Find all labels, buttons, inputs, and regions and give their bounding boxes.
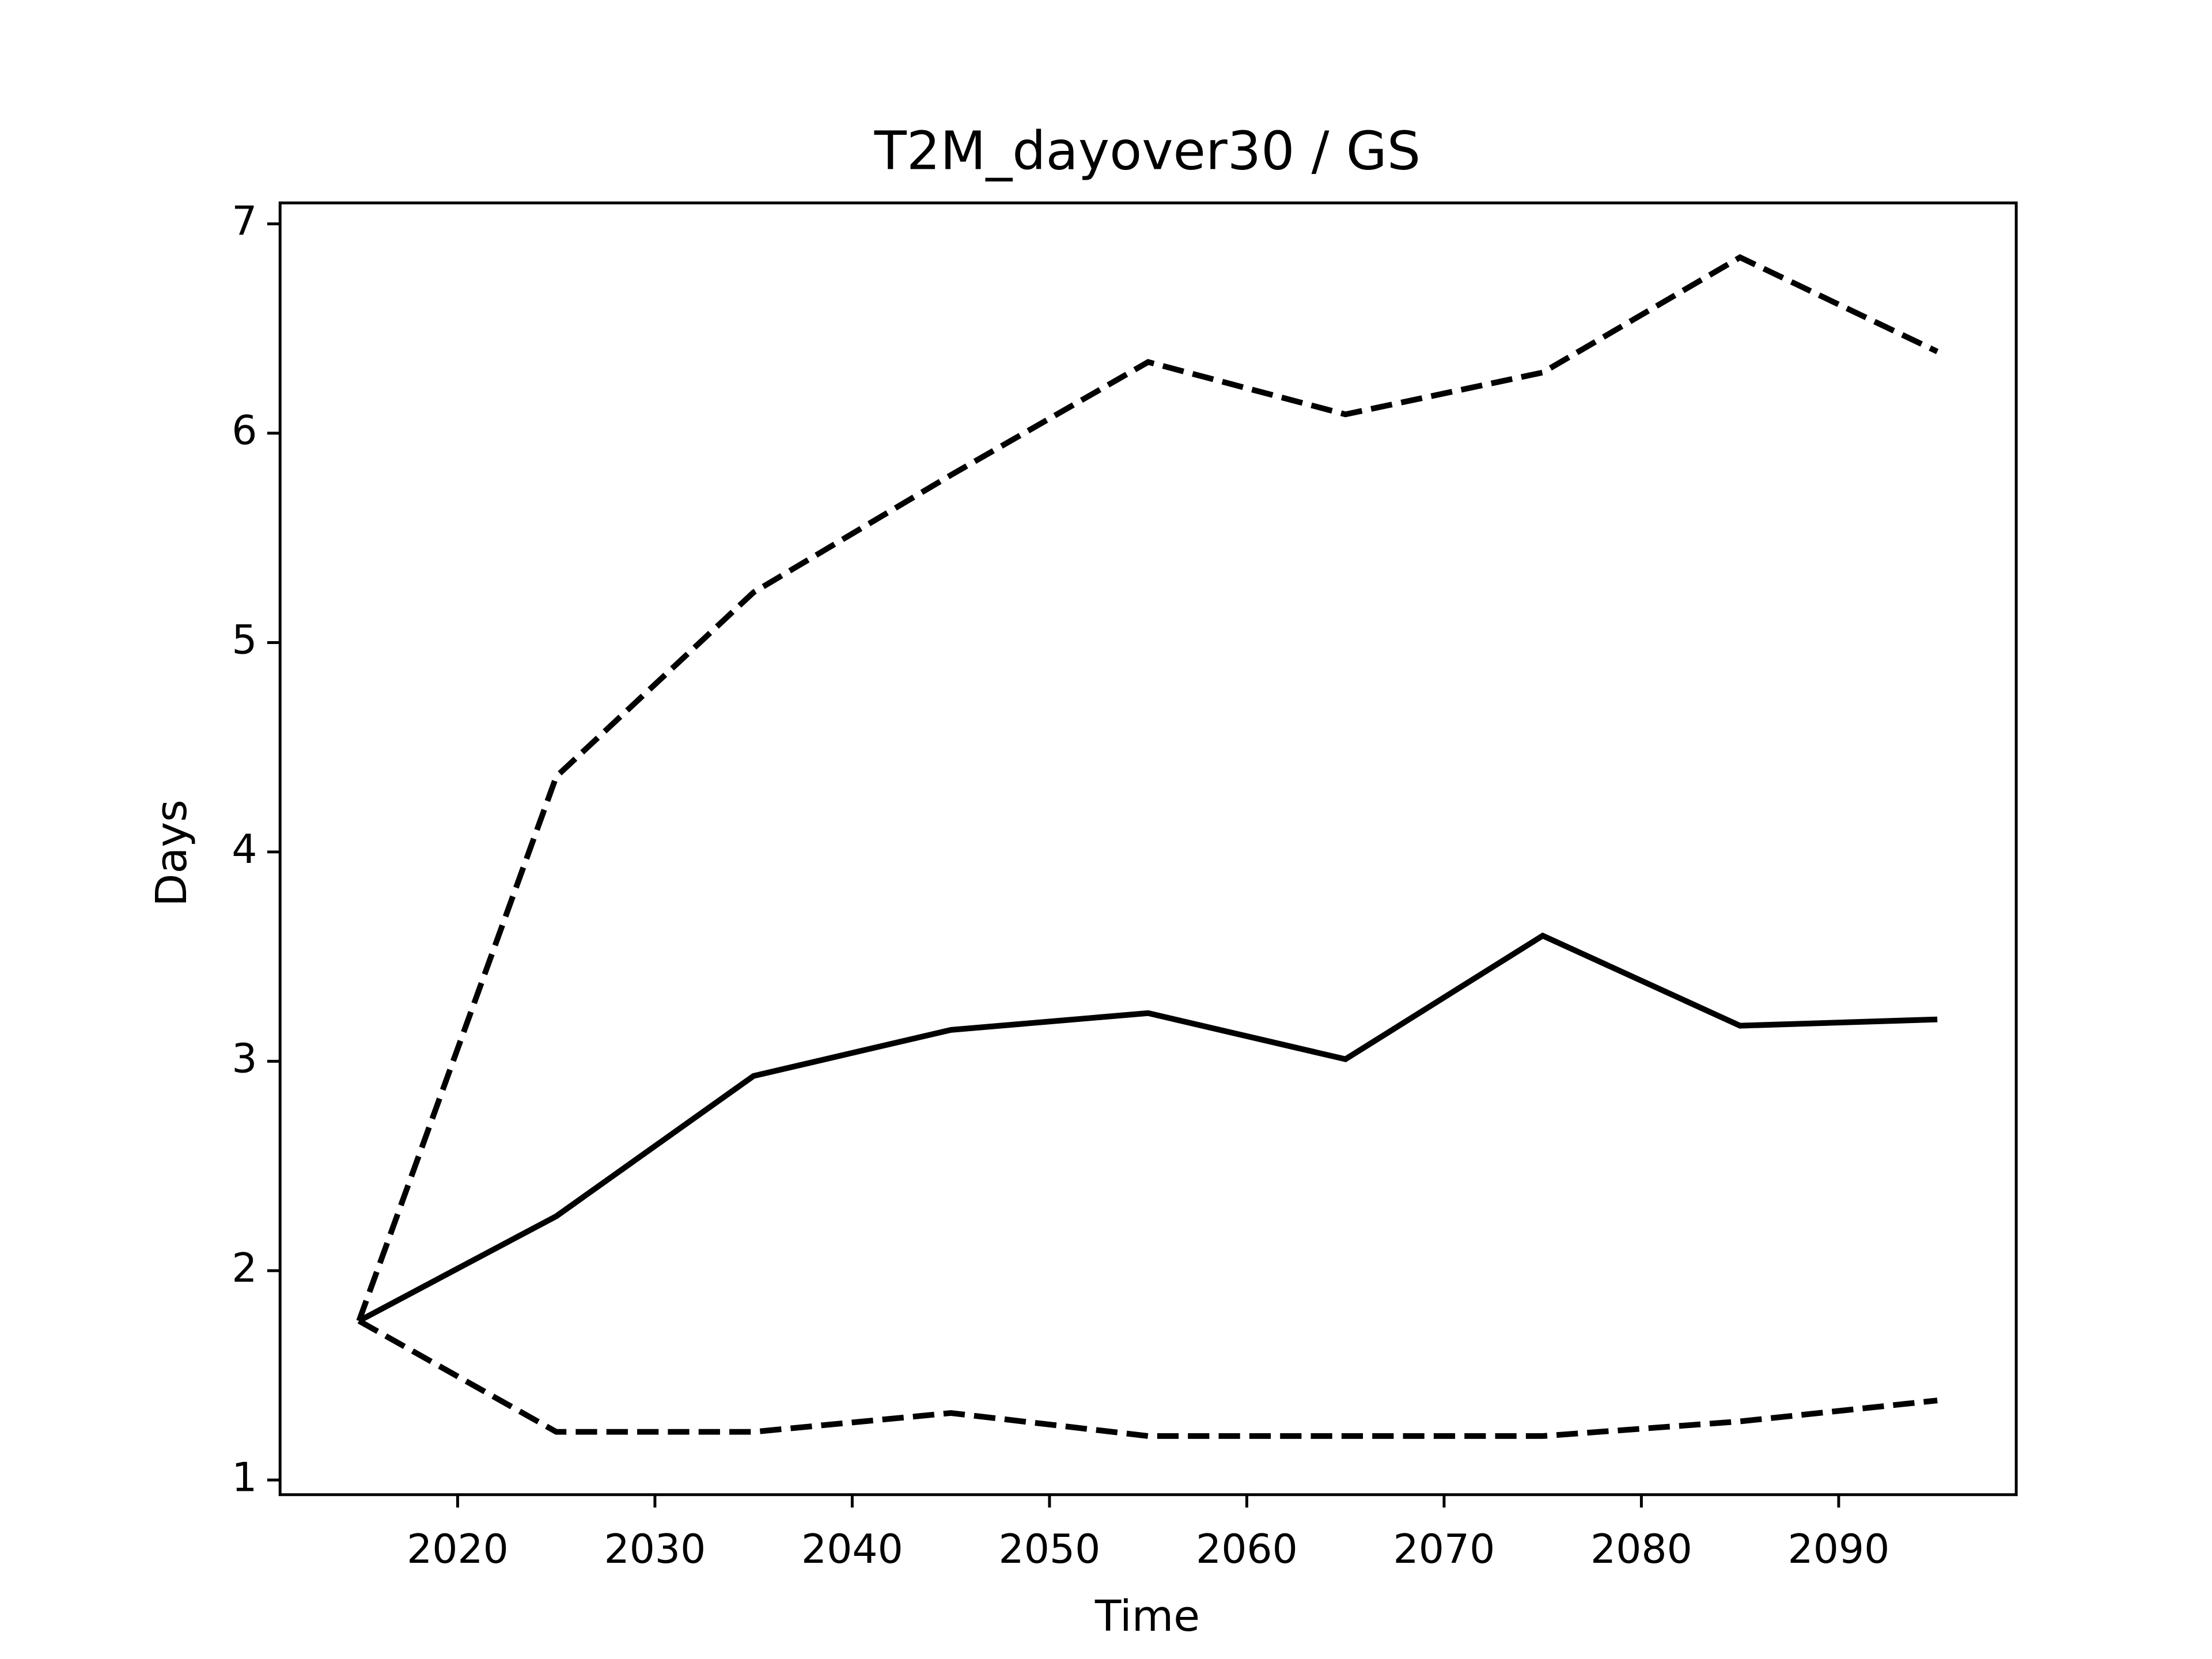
chart-title: T2M_dayover30 / GS bbox=[874, 120, 1421, 181]
series-line bbox=[357, 932, 1938, 1324]
x-tick-label: 2020 bbox=[407, 1527, 509, 1573]
y-tick-label: 4 bbox=[232, 827, 257, 873]
x-tick-label: 2080 bbox=[1590, 1527, 1692, 1573]
y-tick-label: 2 bbox=[232, 1245, 257, 1291]
plot-frame bbox=[278, 201, 2018, 1497]
y-axis-label: Days bbox=[146, 800, 196, 907]
x-tick-label: 2040 bbox=[801, 1527, 903, 1573]
y-tick-label: 1 bbox=[232, 1455, 257, 1501]
y-tick-label: 3 bbox=[232, 1036, 257, 1082]
x-tick-label: 2030 bbox=[604, 1527, 706, 1573]
y-tick-label: 7 bbox=[232, 199, 257, 245]
series-line bbox=[357, 1318, 1938, 1439]
series-line bbox=[356, 254, 1939, 1322]
x-axis-label: Time bbox=[1094, 1591, 1200, 1641]
x-tick-label: 2060 bbox=[1196, 1527, 1298, 1573]
x-tick-label: 2070 bbox=[1393, 1527, 1495, 1573]
x-tick-label: 2090 bbox=[1788, 1527, 1890, 1573]
x-tick-label: 2050 bbox=[999, 1527, 1101, 1573]
y-tick-label: 6 bbox=[232, 408, 257, 454]
y-tick-label: 5 bbox=[232, 618, 257, 664]
